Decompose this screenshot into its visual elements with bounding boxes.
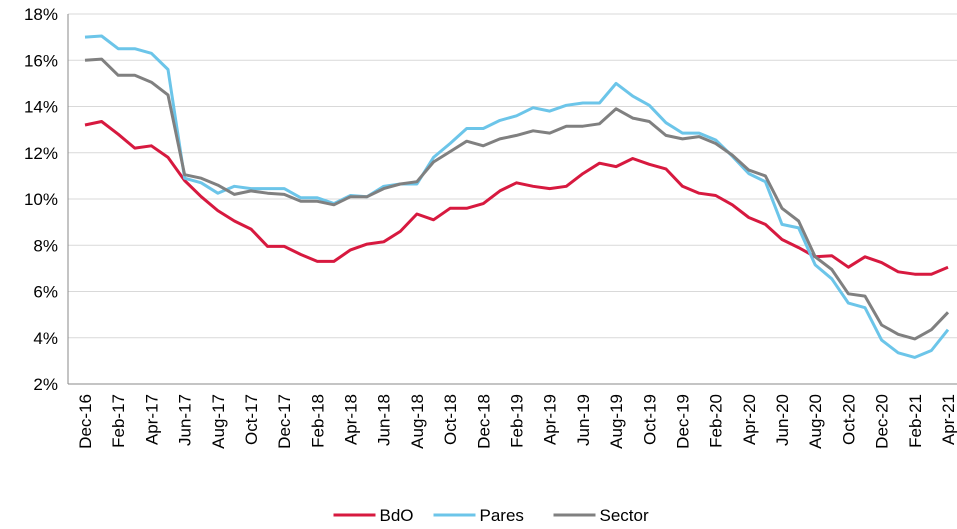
x-tick-label: Dec-18 [474,394,493,449]
x-tick-label: Feb-17 [109,394,128,448]
x-tick-label: Apr-21 [939,394,957,445]
x-tick-label: Jun-18 [375,394,394,446]
x-tick-label: Feb-20 [707,394,726,448]
x-tick-label: Aug-17 [209,394,228,449]
series-line [84,34,950,359]
x-tick-label: Dec-16 [76,394,95,449]
series-line [84,57,950,341]
x-tick-label: Jun-20 [773,394,792,446]
x-tick-label: Oct-20 [839,394,858,445]
y-tick-label: 8% [33,236,58,255]
x-tick-label: Dec-19 [673,394,692,449]
legend-label: BdO [380,506,414,525]
x-tick-label: Apr-19 [541,394,560,445]
y-tick-label: 18% [24,5,58,24]
series-line [84,120,949,276]
x-tick-label: Apr-18 [342,394,361,445]
y-tick-label: 6% [33,283,58,302]
x-tick-label: Jun-19 [574,394,593,446]
x-tick-label: Oct-17 [242,394,261,445]
x-tick-label: Feb-21 [906,394,925,448]
x-tick-label: Oct-18 [441,394,460,445]
y-tick-label: 2% [33,375,58,394]
x-tick-label: Apr-20 [740,394,759,445]
x-tick-label: Aug-18 [408,394,427,449]
legend: BdO Pares Sector [333,506,649,525]
x-tick-label: Dec-20 [873,394,892,449]
x-tick-label: Feb-19 [508,394,527,448]
x-tick-label: Jun-17 [176,394,195,446]
x-tick-label: Oct-19 [640,394,659,445]
x-tick-label: Feb-18 [308,394,327,448]
y-tick-label: 4% [33,329,58,348]
x-tick-label: Aug-20 [806,394,825,449]
x-tick-label: Dec-17 [275,394,294,449]
legend-label: Pares [480,506,524,525]
y-tick-label: 12% [24,144,58,163]
x-tick-label: Apr-17 [142,394,161,445]
y-tick-label: 16% [24,51,58,70]
x-tick-label: Aug-19 [607,394,626,449]
y-tick-label: 10% [24,190,58,209]
y-tick-label: 14% [24,98,58,117]
legend-label: Sector [600,506,649,525]
